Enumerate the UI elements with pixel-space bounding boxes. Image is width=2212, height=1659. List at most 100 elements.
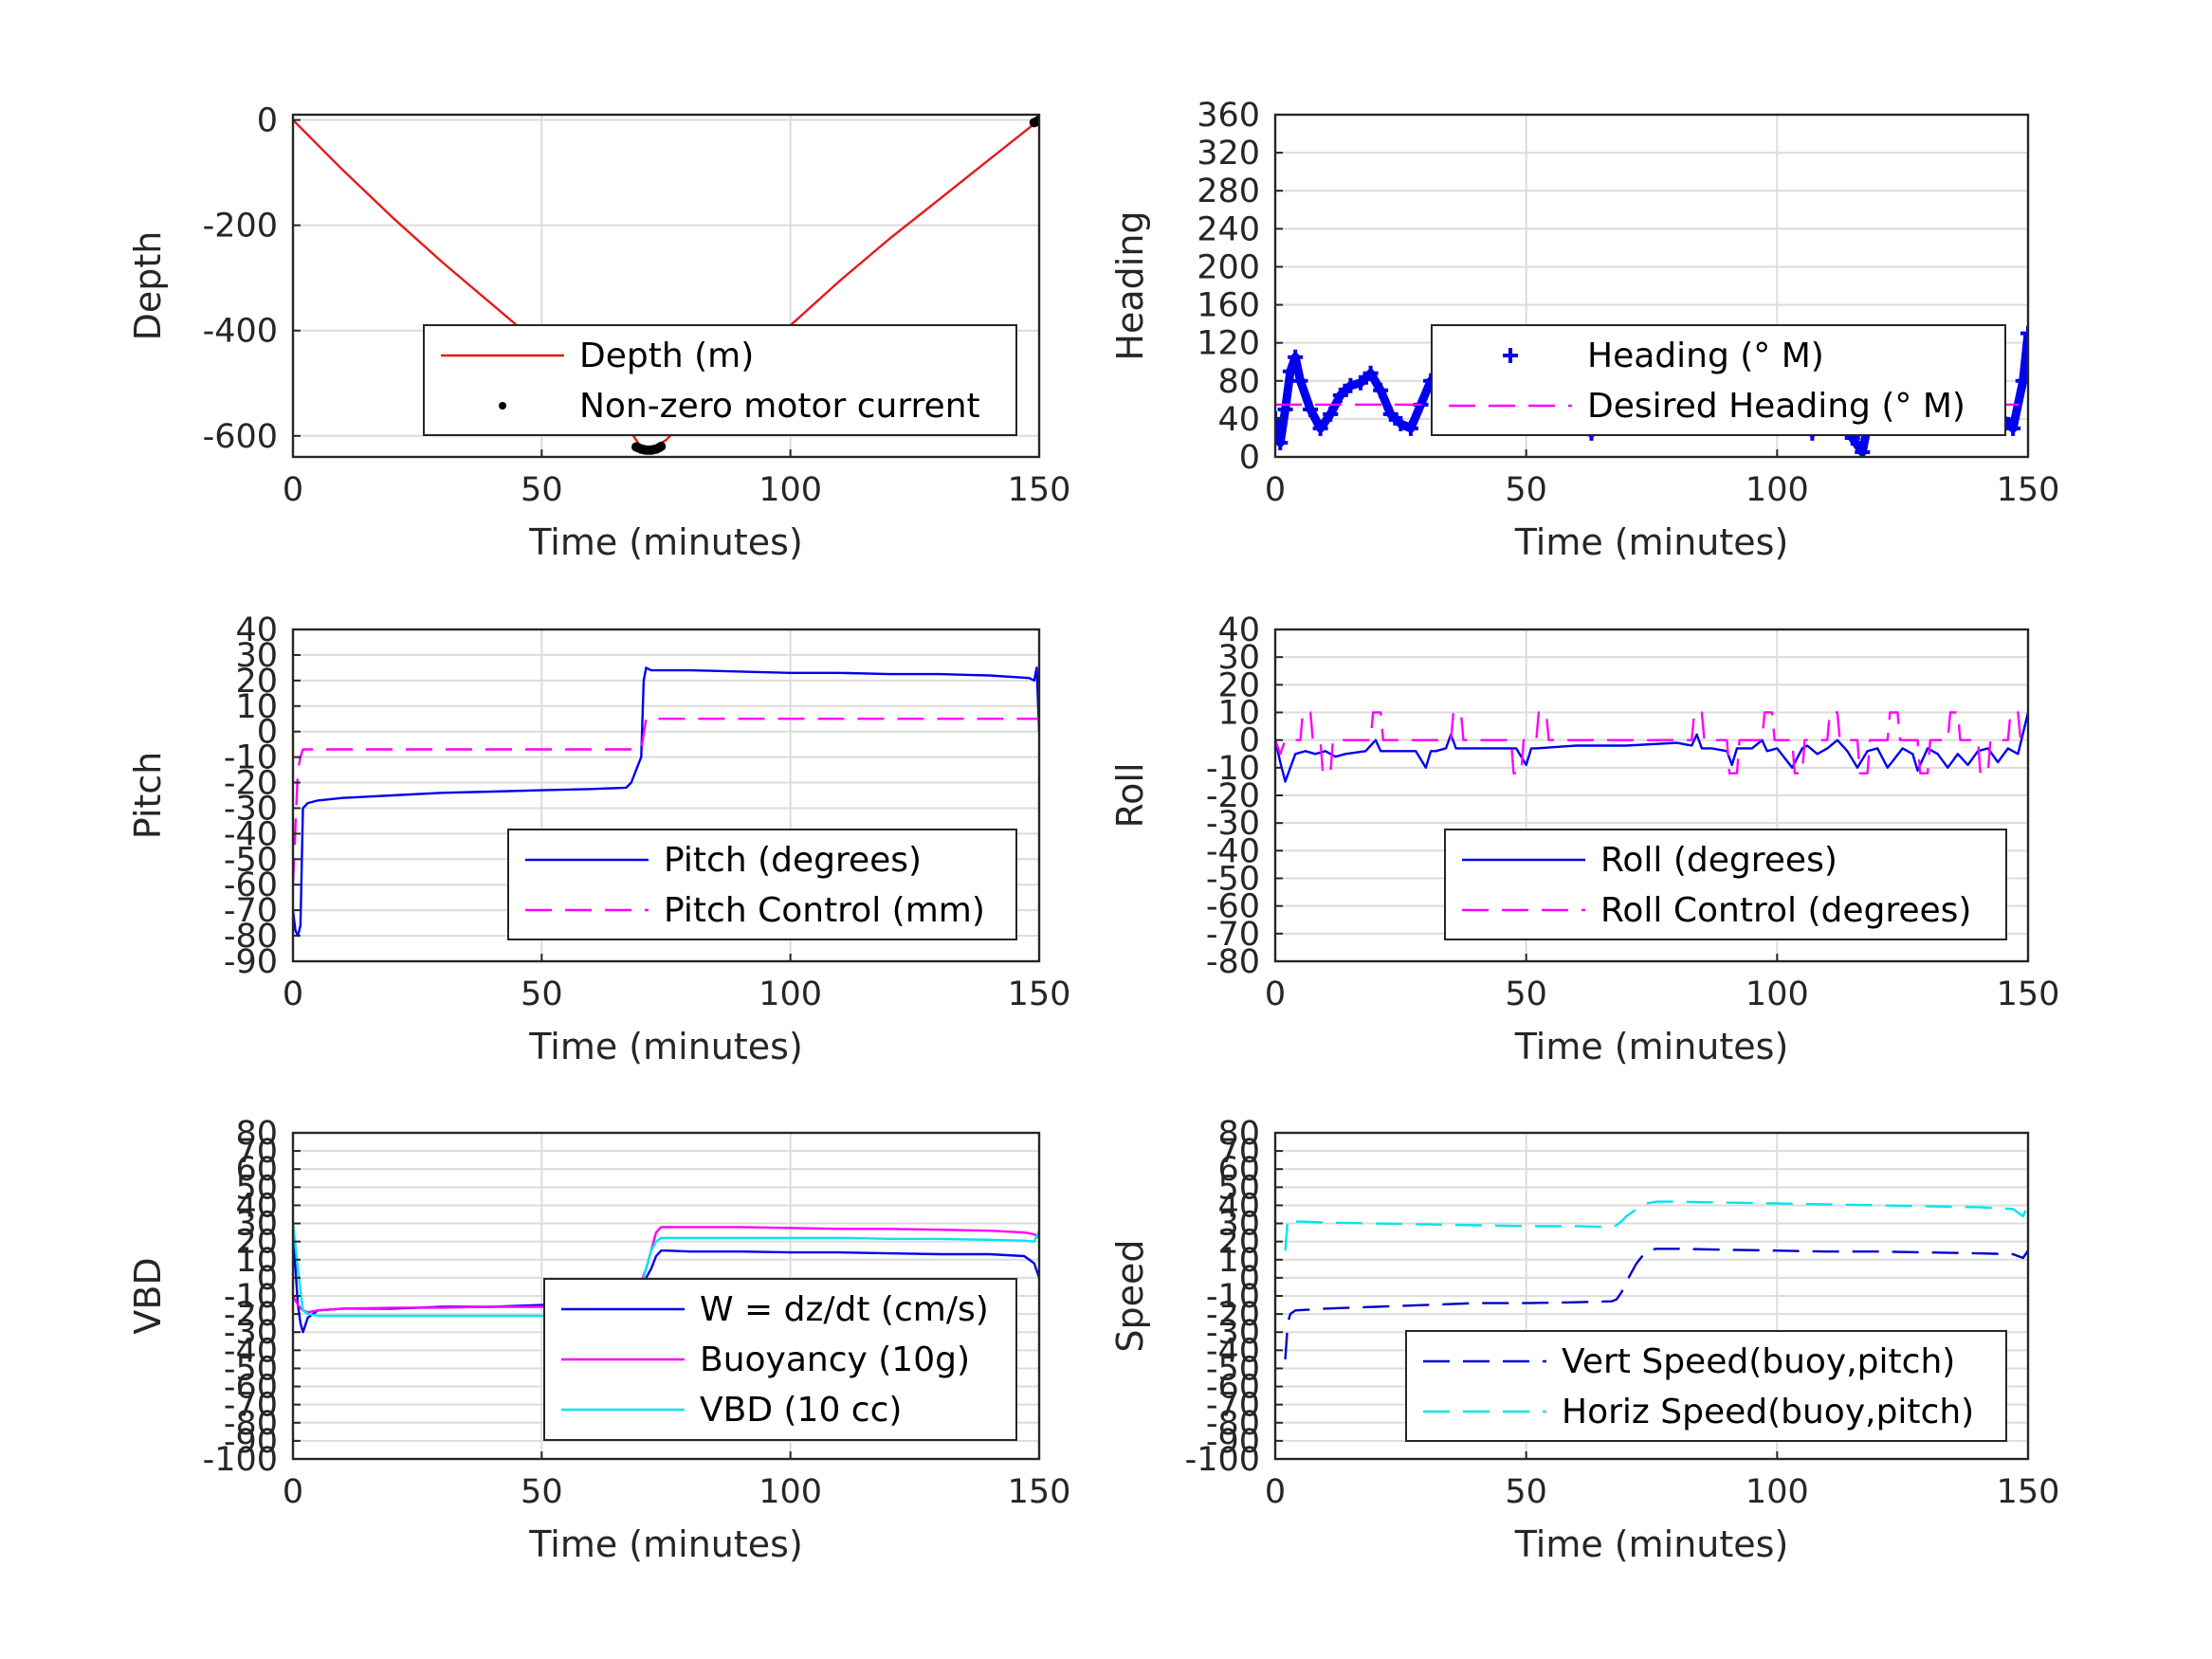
x-tick-label: 50 (521, 1473, 563, 1511)
y-axis-label: Pitch (127, 752, 169, 840)
y-tick-label: -90 (224, 943, 278, 981)
legend-roll: Roll (degrees) Roll Control (degrees) (1444, 829, 2007, 940)
y-tick-label: 10 (235, 1242, 278, 1280)
legend-speed: Vert Speed(buoy,pitch) Horiz Speed(buoy,p… (1405, 1330, 2007, 1442)
y-tick-label: 0 (257, 714, 278, 752)
y-tick-label: -400 (203, 313, 278, 351)
x-tick-label: 100 (759, 1473, 822, 1511)
y-tick-label: 70 (235, 1133, 278, 1171)
series-pitch-0 (293, 666, 1039, 938)
x-axis-label: Time (minutes) (528, 1026, 803, 1067)
chart-panel-vbd: 0 50 100 150-100-90-80-70-60-50-40-30-20-10… (127, 1115, 1070, 1565)
y-tick-label: -50 (1206, 861, 1260, 899)
x-tick-label: 0 (1265, 1473, 1286, 1511)
legend-label: VBD (10 cc) (700, 1391, 902, 1430)
y-tick-label: 0 (1239, 722, 1260, 760)
axes-frame (291, 628, 1041, 963)
series-speed-0 (1284, 1248, 2028, 1359)
y-tick-label: 40 (1217, 1187, 1260, 1225)
legend-label: Depth (m) (579, 337, 754, 375)
y-tick-label: 30 (1217, 1206, 1260, 1244)
y-tick-label: -60 (224, 1369, 278, 1407)
legend-swatch (1503, 348, 1518, 363)
series-pitch-1 (293, 718, 1039, 885)
data-point (656, 441, 667, 451)
x-tick-label: 0 (1265, 471, 1286, 509)
y-tick-label: -80 (224, 918, 278, 956)
x-tick-label: 0 (283, 1473, 303, 1511)
axes-frame (1273, 113, 2030, 459)
chart-panel-roll: 0 50 100 150-80-70-60-50-40-30-20-100102030… (1109, 611, 2059, 1067)
y-tick-label: -30 (224, 1314, 278, 1352)
y-tick-label: -70 (1206, 916, 1260, 954)
x-tick-label: 0 (283, 471, 303, 509)
legend-heading: Heading (° M) Desired Heading (° M) (1431, 324, 2006, 436)
y-tick-label: -20 (1206, 777, 1260, 815)
legend-swatch (499, 402, 506, 410)
y-tick-label: 20 (235, 1224, 278, 1262)
y-axis-label: VBD (127, 1257, 169, 1334)
legend-box (1431, 324, 2006, 436)
legend-box (423, 324, 1017, 436)
legend-label: Roll (degrees) (1600, 841, 1837, 880)
chart-panel-pitch: 0 50 100 150-90-80-70-60-50-40-30-20-100102… (127, 611, 1070, 1067)
y-tick-label: -80 (1206, 943, 1260, 981)
y-tick-label: 240 (1197, 210, 1260, 248)
legend-label: Heading (° M) (1587, 337, 1824, 375)
y-tick-label: -30 (1206, 805, 1260, 843)
y-tick-label: -30 (1206, 1314, 1260, 1352)
y-tick-label: 40 (1217, 611, 1260, 649)
y-tick-label: 80 (1217, 363, 1260, 401)
x-tick-label: 0 (283, 975, 303, 1013)
y-tick-label: -10 (1206, 750, 1260, 788)
y-tick-label: 30 (235, 637, 278, 675)
series-depth-1 (631, 115, 1039, 455)
x-axis-label: Time (minutes) (1514, 1523, 1789, 1565)
y-tick-label: -100 (203, 1441, 278, 1479)
y-tick-label: -70 (224, 1387, 278, 1425)
y-tick-label: -10 (1206, 1278, 1260, 1316)
y-tick-label: 60 (235, 1151, 278, 1189)
legend-label: Non-zero motor current (579, 387, 980, 426)
y-tick-label: 160 (1197, 287, 1260, 325)
y-tick-label: -40 (1206, 1332, 1260, 1370)
legend-label: Vert Speed(buoy,pitch) (1562, 1342, 1955, 1381)
legend-box (1405, 1330, 2007, 1442)
x-tick-label: 150 (1008, 471, 1071, 509)
series-roll-1 (1275, 711, 2028, 775)
y-tick-label: -10 (224, 1278, 278, 1316)
y-tick-label: 40 (235, 1187, 278, 1225)
y-tick-label: 0 (257, 1260, 278, 1298)
chart-panel-speed: 0 50 100 150-100-90-80-70-60-50-40-30-20-10… (1109, 1115, 2059, 1565)
y-tick-label: -40 (1206, 832, 1260, 870)
x-tick-label: 100 (759, 471, 822, 509)
legend-label: Pitch Control (mm) (664, 891, 985, 930)
y-tick-label: -200 (203, 208, 278, 246)
y-tick-label: 120 (1197, 325, 1260, 363)
x-axis-label: Time (minutes) (1514, 521, 1789, 563)
y-tick-label: -20 (224, 765, 278, 803)
x-tick-label: 150 (1997, 1473, 2060, 1511)
x-axis-label: Time (minutes) (528, 521, 803, 563)
legend-label: Desired Heading (° M) (1587, 387, 1965, 426)
y-tick-label: 20 (235, 663, 278, 701)
chart-panel-depth: 0 50 100 150 -600 -400 -200 0 Time (minutes) Dept… (127, 102, 1070, 563)
x-tick-label: 100 (1746, 975, 1809, 1013)
y-tick-label: -40 (224, 815, 278, 853)
data-point (2020, 325, 2028, 341)
y-tick-label: 320 (1197, 135, 1260, 173)
x-tick-label: 50 (521, 975, 563, 1013)
x-tick-label: 100 (1746, 1473, 1809, 1511)
y-tick-label: -600 (203, 418, 278, 456)
legend-box (1444, 829, 2007, 940)
y-tick-label: -70 (1206, 1387, 1260, 1425)
y-tick-label: 60 (1217, 1151, 1260, 1189)
x-tick-label: 150 (1997, 471, 2060, 509)
plot-area-roll (1275, 711, 2028, 783)
y-tick-label: -60 (1206, 888, 1260, 926)
data-point (1034, 115, 1039, 125)
legend-label: Roll Control (degrees) (1600, 891, 1971, 930)
y-tick-label: -90 (1206, 1423, 1260, 1461)
